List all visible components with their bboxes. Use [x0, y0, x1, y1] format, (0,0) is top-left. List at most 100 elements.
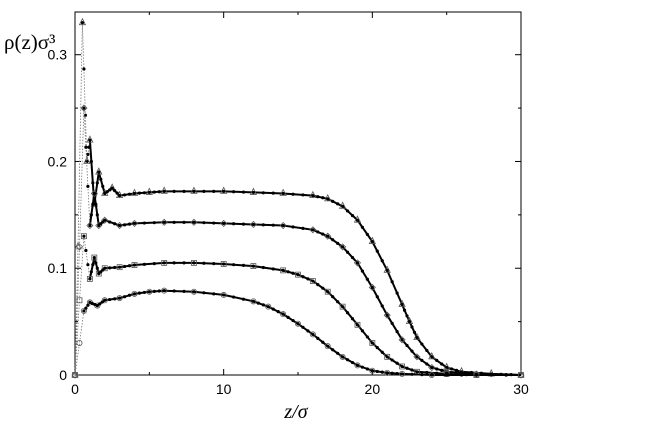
data-point-filled — [127, 264, 132, 268]
data-point-filled — [261, 223, 265, 227]
data-point-filled — [241, 190, 246, 194]
data-point-filled — [202, 189, 206, 193]
data-point-filled — [118, 223, 122, 228]
data-point-filled — [127, 192, 132, 196]
data-point-filled — [370, 239, 374, 244]
data-point-filled — [93, 302, 97, 307]
data-point-filled — [400, 372, 404, 376]
data-point-filled — [95, 304, 99, 308]
series-dotted-line — [74, 290, 521, 376]
data-point-filled — [152, 262, 156, 266]
data-point-filled — [241, 222, 246, 226]
data-point-filled — [261, 191, 265, 195]
data-point-filled — [222, 262, 226, 266]
data-point-filled — [202, 221, 206, 225]
data-point-filled — [380, 370, 384, 374]
data-point-filled — [390, 358, 394, 362]
data-point-filled — [108, 297, 112, 302]
data-point-filled — [420, 358, 424, 363]
data-point-triangle — [353, 215, 362, 223]
data-point-filled — [95, 213, 99, 217]
data-point-filled — [311, 332, 315, 337]
data-point-filled — [286, 270, 290, 274]
data-point-square — [91, 254, 98, 261]
data-point-filled — [182, 189, 186, 193]
data-point-filled — [296, 273, 300, 277]
data-point-filled — [390, 321, 394, 325]
data-point-filled — [182, 220, 186, 224]
data-point-filled — [341, 355, 345, 359]
data-point-filled — [271, 267, 275, 271]
data-point-triangle — [220, 186, 228, 194]
data-point-filled — [355, 218, 360, 222]
data-point-filled — [301, 226, 305, 230]
data-point-filled — [395, 291, 399, 295]
data-point-filled — [271, 191, 275, 195]
data-point-circle — [354, 362, 361, 369]
series-dotted-line — [74, 236, 521, 376]
data-point-filled — [430, 373, 434, 377]
data-point-filled — [86, 184, 90, 188]
data-point-triangle — [368, 236, 376, 244]
data-point-filled — [360, 269, 365, 273]
data-point-filled — [85, 159, 89, 164]
data-point-circle — [76, 339, 83, 346]
data-point-filled — [192, 290, 196, 294]
data-point-diamond — [116, 221, 124, 230]
data-point-filled — [405, 343, 409, 348]
data-point-filled — [380, 259, 384, 263]
data-point-triangle — [383, 265, 391, 273]
data-point-filled — [110, 186, 114, 190]
data-point-square — [95, 270, 102, 277]
data-point-filled — [172, 220, 176, 224]
data-point-filled — [474, 373, 478, 377]
data-point-diamond — [71, 371, 79, 379]
data-point-filled — [118, 194, 122, 198]
data-point-filled — [365, 277, 369, 281]
data-point-filled — [91, 263, 95, 267]
data-point-filled — [440, 362, 444, 366]
data-point-filled — [281, 312, 285, 316]
data-point-filled — [326, 344, 330, 348]
data-point-filled — [296, 322, 300, 326]
data-point-filled — [291, 192, 295, 196]
data-point-filled — [410, 325, 414, 329]
data-point-filled — [316, 283, 320, 287]
data-point-filled — [281, 191, 285, 196]
data-point-filled — [360, 225, 365, 229]
data-point-filled — [86, 303, 90, 307]
data-point-filled — [395, 361, 399, 365]
data-point-diamond — [90, 189, 98, 198]
data-point-triangle — [338, 201, 347, 209]
data-point-square — [116, 264, 123, 271]
data-point-filled — [415, 336, 419, 340]
data-point-triangle — [130, 188, 139, 196]
data-point-filled — [202, 291, 206, 295]
data-point-filled — [350, 360, 355, 365]
data-point-filled — [271, 223, 275, 227]
data-point-filled — [132, 221, 137, 225]
data-point-filled — [82, 234, 86, 238]
data-point-circle — [399, 370, 406, 377]
data-point-filled — [326, 197, 330, 201]
data-point-filled — [261, 265, 265, 270]
data-point-filled — [122, 223, 127, 227]
data-point-circle — [473, 371, 480, 378]
data-point-filled — [402, 308, 407, 312]
data-point-filled — [108, 266, 112, 270]
series-circle-marker — [72, 287, 525, 378]
data-point-filled — [281, 223, 285, 228]
data-point-filled — [326, 290, 330, 294]
data-point-triangle — [190, 186, 198, 194]
data-point-filled — [192, 220, 196, 224]
data-point-filled — [89, 270, 93, 274]
data-point-square — [384, 353, 391, 360]
data-point-filled — [132, 292, 137, 296]
data-point-filled — [350, 213, 355, 218]
data-point-filled — [331, 348, 335, 352]
data-point-filled — [142, 290, 146, 295]
data-point-filled — [286, 315, 290, 319]
data-point-filled — [355, 261, 360, 265]
data-point-filled — [370, 369, 374, 373]
